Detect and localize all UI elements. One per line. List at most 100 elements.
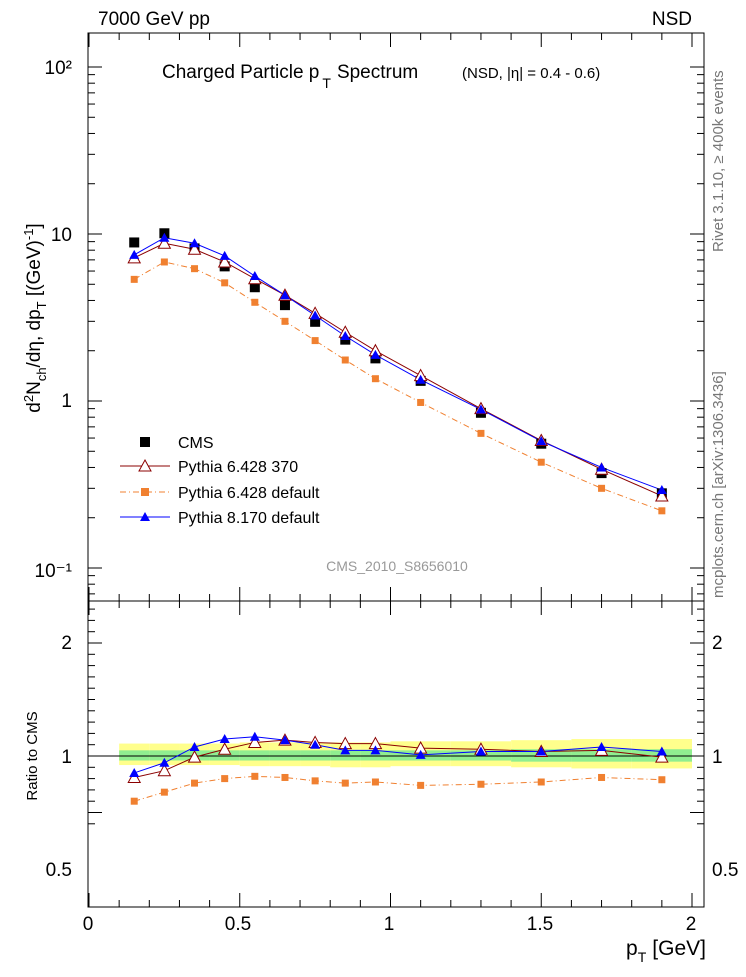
- ratio-point: [189, 741, 200, 751]
- ratio-point: [537, 778, 545, 786]
- data-point: [598, 484, 606, 492]
- data-point: [655, 488, 669, 502]
- data-point: [191, 265, 199, 273]
- data-point: [160, 258, 168, 266]
- ytick-label: 10⁻¹: [35, 561, 73, 582]
- ratio-point: [341, 779, 349, 787]
- ratio-point: [340, 745, 351, 755]
- ratio-ytick-label: 0.5: [46, 860, 72, 881]
- xtick-label: 0.5: [225, 914, 251, 935]
- data-point: [341, 356, 349, 364]
- data-point: [415, 374, 426, 384]
- ratio-point: [129, 767, 140, 777]
- band-green: [209, 750, 240, 761]
- main-series: [127, 228, 669, 515]
- data-point: [340, 331, 351, 341]
- legend-item-py8-default: Pythia 8.170 default: [120, 510, 320, 527]
- ratio-point: [127, 770, 142, 783]
- ratio-point: [415, 749, 426, 759]
- data-point: [279, 290, 290, 300]
- ytick-label: 10²: [45, 58, 72, 79]
- ratio-point: [279, 735, 290, 745]
- ytick-label: 1: [61, 391, 72, 412]
- band-green: [300, 750, 331, 761]
- chart-subtitle: (NSD, |η| = 0.4 - 0.6): [462, 65, 600, 82]
- band-green: [360, 750, 391, 761]
- ratio-point: [596, 741, 607, 751]
- ratio-point: [658, 776, 666, 784]
- legend-item-py6-default: Pythia 6.428 default: [120, 485, 320, 502]
- data-point: [310, 316, 321, 327]
- xtick-label: 2: [686, 914, 697, 935]
- data-point: [217, 254, 232, 268]
- data-point: [251, 298, 259, 306]
- data-point: [279, 300, 290, 311]
- data-point: [536, 436, 547, 446]
- ratio-point: [477, 780, 485, 788]
- data-point: [249, 271, 260, 281]
- ratio-ticks: [88, 601, 704, 907]
- ratio-point: [598, 773, 606, 781]
- ratio-series: [127, 731, 669, 805]
- ratio-point: [310, 739, 321, 749]
- data-point: [189, 238, 200, 248]
- legend-marker-cms: [140, 437, 150, 447]
- ratio-point: [417, 781, 425, 789]
- main-ylabel: d2Nch/dη, dpT [(GeV)-1]: [21, 223, 49, 412]
- x-axis-label: pT [GeV]: [626, 937, 706, 965]
- legend-label: Pythia 6.428 default: [178, 485, 320, 502]
- ratio-series-line: [134, 775, 662, 802]
- band-green: [269, 750, 301, 761]
- analysis-label: CMS_2010_S8656010: [326, 558, 468, 574]
- title-tail: Spectrum: [337, 62, 418, 83]
- series-line: [133, 261, 663, 512]
- ratio-point: [251, 772, 259, 780]
- ratio-point: [311, 777, 319, 785]
- ratio-ytick-label: 1: [61, 747, 72, 768]
- data-point: [537, 458, 545, 466]
- ratio-point: [187, 750, 202, 763]
- legend-marker-py6-default: [141, 488, 149, 496]
- data-point: [311, 337, 319, 345]
- data-point: [658, 507, 666, 515]
- ratio-point: [370, 745, 381, 755]
- main-panel: Charged Particle p T Spectrum (NSD, |η| = …: [21, 32, 705, 602]
- band-green: [239, 750, 270, 761]
- chart-title: Charged Particle p T Spectrum: [162, 62, 418, 91]
- ytick-label: 10: [51, 225, 72, 246]
- header-left: 7000 GeV pp: [98, 9, 210, 30]
- data-point: [475, 404, 486, 414]
- legend-label: Pythia 8.170 default: [178, 510, 320, 527]
- legend-marker-py6-370: [138, 458, 152, 472]
- ratio-point: [371, 778, 379, 786]
- title-main: Charged Particle p: [162, 62, 319, 83]
- data-point: [187, 242, 202, 255]
- main-ticks: [88, 33, 704, 601]
- xlabel-sub: T: [638, 949, 647, 965]
- ratio-point: [217, 742, 232, 755]
- xtick-label: 1.5: [527, 914, 553, 935]
- ratio-ytick-label-right: 0.5: [712, 860, 738, 881]
- legend-item-py6-370: Pythia 6.428 370: [120, 458, 298, 476]
- data-point: [281, 317, 289, 325]
- ratio-ytick-label-right: 2: [712, 633, 723, 654]
- ratio-point: [157, 763, 172, 777]
- ratio-ytick-label-right: 1: [712, 747, 723, 768]
- ratio-point: [247, 735, 262, 748]
- header-right: NSD: [652, 9, 692, 30]
- band-green: [119, 750, 150, 761]
- data-point: [157, 236, 172, 249]
- data-point: [417, 398, 425, 406]
- data-point: [129, 249, 140, 259]
- series-line: [133, 237, 663, 491]
- data-point: [656, 485, 667, 495]
- ratio-point: [191, 779, 199, 787]
- ratio-point: [655, 750, 669, 763]
- xtick-label: 1: [384, 914, 395, 935]
- data-point: [371, 375, 379, 383]
- ratio-point: [249, 731, 260, 741]
- ratio-point: [221, 775, 229, 783]
- ratio-point: [160, 788, 168, 796]
- ratio-point: [475, 746, 486, 756]
